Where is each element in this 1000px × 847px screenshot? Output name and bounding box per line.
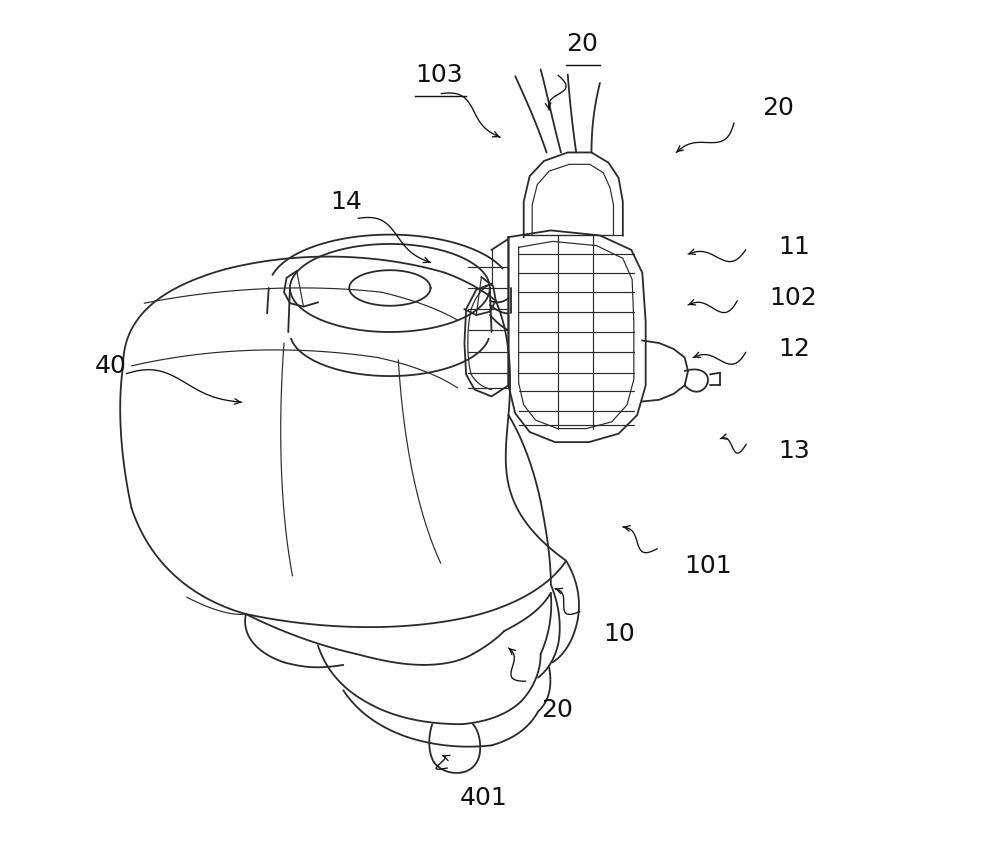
Text: 103: 103 [415,63,463,86]
Text: 13: 13 [778,439,810,462]
Text: 12: 12 [778,337,810,361]
Text: 20: 20 [566,32,598,56]
Text: 401: 401 [459,786,507,810]
Text: 40: 40 [95,354,127,378]
Text: 14: 14 [331,190,362,213]
Text: 11: 11 [778,235,810,259]
Text: 20: 20 [763,97,794,120]
Text: 10: 10 [603,622,635,645]
Text: 101: 101 [685,554,732,578]
Text: 102: 102 [769,286,817,310]
Text: 20: 20 [541,698,573,722]
